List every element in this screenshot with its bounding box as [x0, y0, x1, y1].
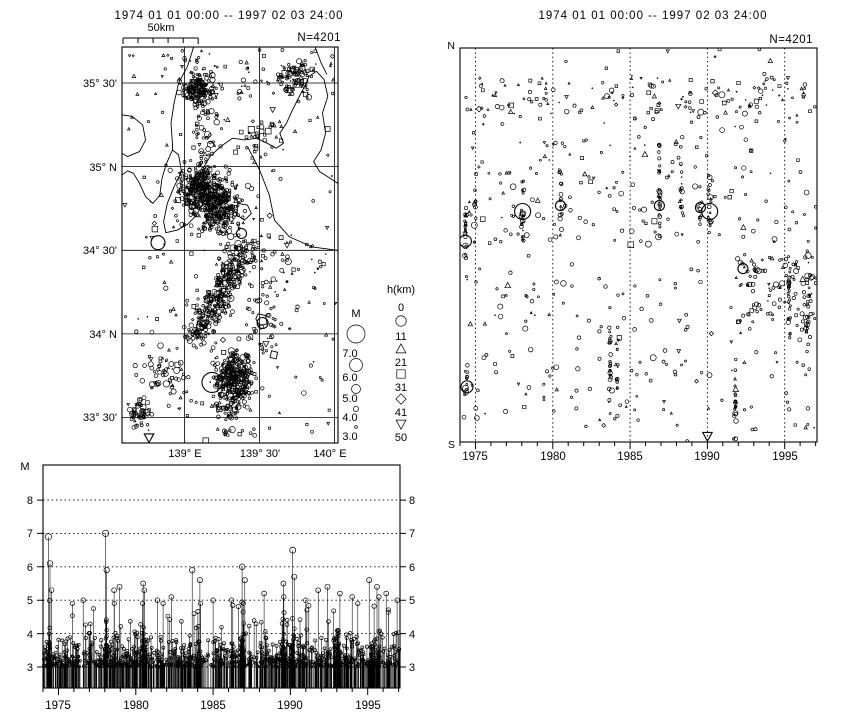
- mt-right-mag-3: 3: [409, 662, 415, 674]
- spacetime-axis-ticks: [459, 442, 817, 449]
- magnitude-legend-5: 5.0: [342, 393, 357, 405]
- st-year-1985: 1985: [617, 451, 643, 463]
- lon-label-139-30: 139° 30': [240, 448, 280, 460]
- lat-label-33-30: 33° 30': [83, 412, 117, 424]
- st-year-1995: 1995: [772, 451, 798, 463]
- depth-bound-31: 31: [395, 382, 407, 394]
- mt-right-mag-5: 5: [409, 595, 415, 607]
- mt-content: [41, 529, 402, 688]
- st-year-1980: 1980: [540, 451, 566, 463]
- spacetime-title: 1974 01 01 00:00 -- 1997 02 03 24:00: [538, 10, 767, 22]
- map-major-events: [143, 172, 269, 443]
- mt-year-1980: 1980: [123, 700, 149, 712]
- mt-left-mag-3: 3: [27, 662, 33, 674]
- space-time-panel: 1974 01 01 00:00 -- 1997 02 03 24:00 N=4…: [447, 10, 818, 463]
- lat-label-34: 34° N: [89, 329, 117, 341]
- lon-label-140: 140° E: [313, 448, 346, 460]
- map-event-count: N=4201: [297, 32, 341, 44]
- mt-right-mag-4: 4: [409, 629, 415, 641]
- lon-label-139: 139° E: [168, 448, 201, 460]
- lat-label-35: 35° N: [89, 162, 117, 174]
- spacetime-content: [460, 48, 817, 442]
- spacetime-frame: [459, 47, 818, 443]
- st-year-1990: 1990: [694, 451, 720, 463]
- depth-bound-50: 50: [395, 432, 407, 444]
- magnitude-legend-header: M: [351, 308, 360, 320]
- st-year-1975: 1975: [462, 451, 488, 463]
- scalebar: [122, 37, 199, 44]
- map-points-open: [122, 48, 338, 443]
- lat-label-35-30: 35° 30': [83, 78, 117, 90]
- mt-right-mag-8: 8: [409, 495, 415, 507]
- mt-frame: [42, 464, 401, 689]
- spacetime-event-count: N=4201: [769, 34, 813, 46]
- mt-year-1990: 1990: [277, 700, 303, 712]
- mt-axis-ticks: [37, 499, 406, 695]
- mt-year-1985: 1985: [200, 700, 226, 712]
- spacetime-points-filled: [464, 74, 815, 439]
- magnitude-legend-3: 3.0: [342, 431, 357, 443]
- magnitude-legend-6: 6.0: [342, 372, 357, 384]
- depth-magnitude-legend: M 7.0 6.0 5.0 4.0 3.0 h(km) 0 11 21 31 4…: [342, 284, 415, 444]
- coastline-path: [122, 47, 338, 360]
- map-title: 1974 01 01 00:00 -- 1997 02 03 24:00: [114, 10, 343, 22]
- mt-left-mag-6: 6: [27, 562, 33, 574]
- map-gridlines: [122, 47, 338, 443]
- scalebar-ticks: [122, 37, 199, 44]
- mt-left-mag-7: 7: [27, 528, 33, 540]
- mt-left-mag-8: 8: [27, 495, 33, 507]
- magnitude-time-panel: M 8 7 6 5 4 3 8 7 6 5 4 3 1975 1980 1985…: [20, 461, 415, 712]
- magnitude-legend-7: 7.0: [342, 348, 357, 360]
- mt-year-1995: 1995: [355, 700, 381, 712]
- mt-left-mag-5: 5: [27, 595, 33, 607]
- depth-bound-0: 0: [398, 302, 404, 314]
- magnitude-legend-4: 4.0: [342, 412, 357, 424]
- spacetime-points-open: [461, 48, 817, 442]
- epicenter-map-panel: 1974 01 01 00:00 -- 1997 02 03 24:00 50k…: [83, 10, 347, 460]
- depth-bound-11: 11: [395, 331, 406, 343]
- depth-bound-41: 41: [395, 407, 407, 419]
- mt-year-1975: 1975: [45, 700, 71, 712]
- mt-left-mag-4: 4: [27, 629, 33, 641]
- map-frame: [121, 46, 339, 444]
- depth-legend-header: h(km): [387, 284, 415, 296]
- spacetime-major-events: [460, 200, 749, 442]
- mt-right-mag-7: 7: [409, 528, 415, 540]
- legend-symbols: [346, 315, 407, 430]
- lat-label-34-30: 34° 30': [83, 245, 117, 257]
- mt-points-open: [41, 529, 402, 669]
- spacetime-year-gridlines: [475, 48, 786, 442]
- mt-right-mag-6: 6: [409, 562, 415, 574]
- north-axis-label: N: [447, 40, 455, 52]
- south-axis-label: S: [448, 439, 455, 451]
- depth-bound-21: 21: [395, 357, 407, 369]
- scalebar-label: 50km: [148, 22, 175, 34]
- map-grid-path: [122, 47, 338, 443]
- map-content: [122, 47, 338, 443]
- magnitude-axis-label: M: [20, 461, 29, 473]
